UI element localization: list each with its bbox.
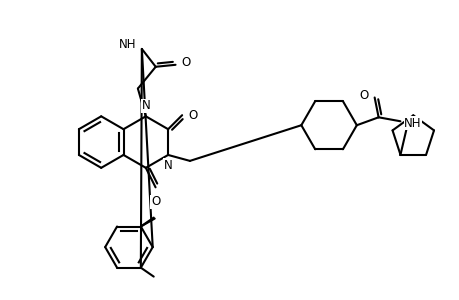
Text: N: N (163, 159, 172, 172)
Text: O: O (181, 56, 190, 69)
Text: O: O (358, 89, 368, 102)
Text: NH: NH (118, 38, 135, 52)
Text: O: O (151, 195, 160, 208)
Text: O: O (188, 109, 197, 122)
Text: NH: NH (403, 117, 421, 130)
Text: N: N (141, 99, 150, 112)
